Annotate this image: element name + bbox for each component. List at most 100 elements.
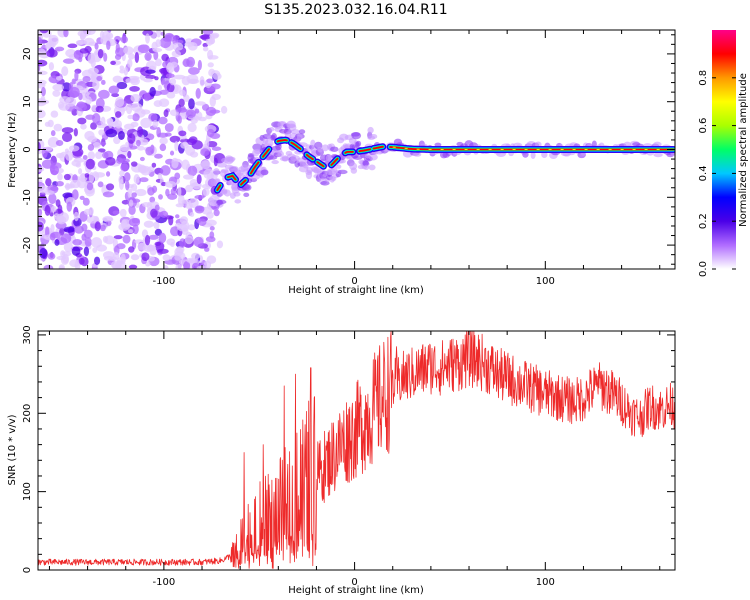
spectrogram-noise-blob xyxy=(113,136,121,145)
spectrogram-noise-blob xyxy=(84,186,95,197)
spectrogram-noise-blob xyxy=(71,189,79,201)
spectrogram-noise-blob xyxy=(83,37,95,46)
spectrogram-noise-blob xyxy=(103,255,114,261)
spectrogram-ridge-band xyxy=(290,141,302,150)
spectrogram-halo-blob xyxy=(350,167,358,174)
spectrogram-noise-blob xyxy=(65,96,77,107)
spectrogram-noise-blob xyxy=(48,193,57,205)
spectrogram-noise-blob xyxy=(119,178,124,190)
spectrogram-noise-blob xyxy=(166,62,175,74)
snr-axes: -100 0 100 0 100 200 300 xyxy=(22,325,675,588)
snr-xlabel: Height of straight line (km) xyxy=(288,585,424,596)
spectrogram-noise-blob xyxy=(94,221,101,232)
spectrogram-noise-blob xyxy=(187,122,197,133)
spectrogram-noise-blob xyxy=(186,56,196,68)
spectrogram-noise-blob xyxy=(156,30,162,38)
spectrogram-noise-blob xyxy=(165,32,174,39)
spectrogram-noise-blob xyxy=(69,179,81,189)
spectrogram-noise-blob xyxy=(169,78,177,86)
spectrogram-noise-blob xyxy=(58,103,70,111)
spectrogram-noise-blob xyxy=(40,95,46,103)
spectrogram-noise-blob xyxy=(116,157,123,164)
spectrogram-noise-blob xyxy=(137,126,144,138)
spectrogram-noise-blob xyxy=(178,130,187,137)
spectrogram-noise-blob xyxy=(56,213,64,224)
spectrogram-noise-blob xyxy=(79,195,85,200)
spectrogram-noise-blob xyxy=(46,49,58,58)
spectrogram-noise-blob xyxy=(176,107,188,113)
spectrogram-noise-blob xyxy=(95,97,105,109)
spectrogram-noise-blob xyxy=(38,141,41,152)
spectrogram-noise-blob xyxy=(125,180,130,191)
spectrogram-noise-blob xyxy=(55,152,65,159)
spectrogram-noise-blob xyxy=(57,204,63,214)
colorbar-tick-label: 0.4 xyxy=(698,165,709,181)
spectrogram-noise-blob xyxy=(60,255,69,265)
spectrogram-noise-blob xyxy=(131,217,140,224)
spectrogram-noise-blob xyxy=(92,142,101,149)
spectrogram-ridge-band xyxy=(358,148,371,153)
spectrogram-noise-blob xyxy=(48,62,55,71)
spectrogram-halo-blob xyxy=(228,165,239,171)
spectrogram-noise-blob xyxy=(145,69,156,74)
spectrogram-noise-blob xyxy=(39,247,48,259)
spectrogram-noise-blob xyxy=(163,109,169,118)
colorbar-tick-label: 0.2 xyxy=(698,213,709,229)
spectrogram-noise-blob xyxy=(206,78,214,84)
spectrogram-noise-blob xyxy=(102,191,115,198)
spectrogram-noise-blob xyxy=(74,225,84,234)
y-tick-label: 20 xyxy=(22,48,33,61)
spectrogram-noise-blob xyxy=(213,209,220,217)
spectrogram-noise-blob xyxy=(119,208,127,218)
spectrogram-noise-blob xyxy=(193,236,204,248)
spectrogram-noise-blob xyxy=(169,150,175,156)
spectrogram-noise-blob xyxy=(157,172,163,180)
spectrogram-noise-blob xyxy=(213,157,218,167)
spectrogram-noise-blob xyxy=(196,174,202,185)
spectrogram-noise-blob xyxy=(117,130,125,140)
spectrogram-halo-blob xyxy=(310,139,316,148)
spectrogram-noise-blob xyxy=(127,150,132,159)
spectrogram-noise-blob xyxy=(140,109,151,115)
spectrogram-halo-blob xyxy=(260,169,269,176)
y-tick-label: -10 xyxy=(22,189,33,205)
spectrogram-noise-blob xyxy=(185,145,196,156)
spectrogram-noise-blob xyxy=(191,252,201,260)
spectrogram-noise-blob xyxy=(45,42,52,50)
spectrogram-noise-blob xyxy=(50,130,56,137)
spectrogram-noise-blob xyxy=(61,132,73,143)
spectrogram-noise-blob xyxy=(98,129,105,136)
spectrogram-noise-blob xyxy=(45,226,50,238)
spectrogram-noise-blob xyxy=(136,139,141,147)
spectrogram-noise-blob xyxy=(38,185,49,194)
spectrogram-noise-blob xyxy=(101,79,106,86)
spectrogram-noise-blob xyxy=(112,75,123,83)
spectrogram-noise-blob xyxy=(92,113,101,124)
spectrogram-noise-blob xyxy=(188,67,200,75)
spectrogram-noise-blob xyxy=(119,69,126,74)
spectrogram-noise-blob xyxy=(164,123,174,133)
spectrogram-noise-blob xyxy=(190,118,198,124)
spectrogram-noise-blob xyxy=(200,160,211,170)
spectrogram-noise-blob xyxy=(130,254,140,261)
spectrogram-noise-blob xyxy=(105,128,118,138)
snr-frame xyxy=(37,330,676,571)
spectrogram-noise-blob xyxy=(63,30,69,38)
spectrogram-noise-blob xyxy=(128,246,135,253)
y-tick-label: 10 xyxy=(22,95,33,108)
x-tick-label: 100 xyxy=(536,577,555,588)
spectrogram-noise-blob xyxy=(204,139,210,148)
spectrogram-noise-blob xyxy=(148,112,158,122)
spectrogram-ridge-band xyxy=(316,161,325,168)
y-tick-label: -20 xyxy=(22,237,33,253)
spectrogram-noise-blob xyxy=(125,78,133,84)
spectrogram-noise-blob xyxy=(78,92,83,101)
spectrogram-noise-blob xyxy=(127,58,133,68)
y-tick-label: 200 xyxy=(22,404,33,423)
spectrogram-noise-blob xyxy=(60,250,66,258)
spectrogram-noise-blob xyxy=(105,156,116,166)
colorbar-label: Normalized spectral amplitude xyxy=(738,73,749,227)
spectrogram-halo-blob xyxy=(216,199,227,205)
spectrogram-noise-blob xyxy=(194,194,205,200)
